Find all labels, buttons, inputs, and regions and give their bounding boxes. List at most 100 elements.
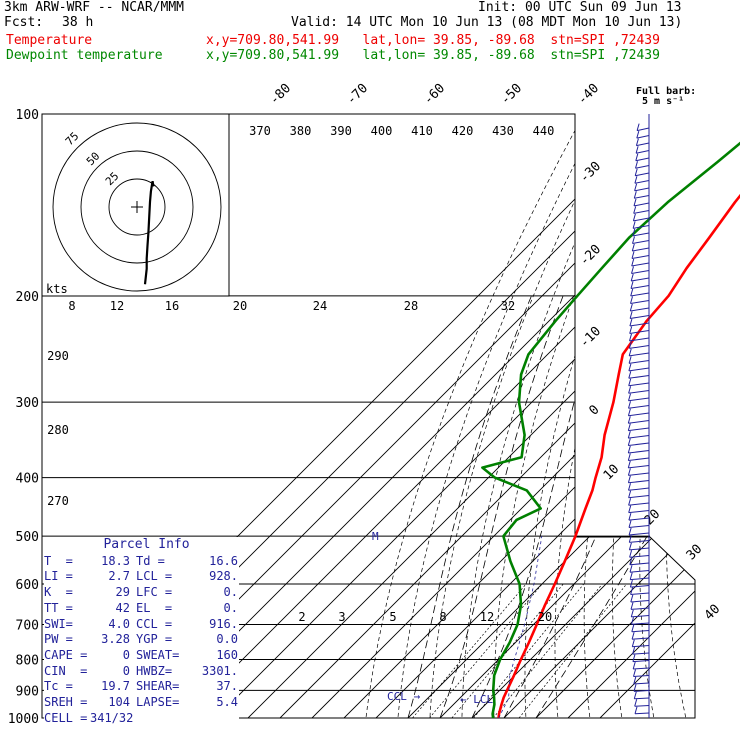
wind-barb-flag xyxy=(627,475,631,483)
parcel-info-cell: PW = xyxy=(44,632,73,647)
wind-barb-flag xyxy=(630,273,634,282)
wind-barb-flag xyxy=(630,587,634,595)
wind-barb xyxy=(628,412,650,417)
profile-annotation: ← LCL xyxy=(460,693,493,706)
barb-label-2: 5 m s⁻¹ xyxy=(642,96,684,107)
barb-label-1: Full barb: xyxy=(636,86,696,97)
wind-barb-flag xyxy=(634,183,638,191)
wind-barb-flag xyxy=(630,296,633,304)
wind-barb xyxy=(628,457,650,461)
wind-barb-flag xyxy=(627,416,631,424)
parcel-info-cell xyxy=(130,711,198,727)
pressure-tick-label: 500 xyxy=(16,530,39,545)
isotherm xyxy=(311,114,695,718)
dry-adiabat xyxy=(717,114,740,731)
parcel-info-cell: SWEAT= xyxy=(136,647,180,662)
wind-barb xyxy=(630,592,650,595)
parcel-info-cell: HWBZ= xyxy=(136,663,173,678)
wind-barb xyxy=(628,367,650,372)
wind-barb-flag xyxy=(636,123,640,131)
mixing-ratio-label: 8 xyxy=(439,610,446,624)
wind-barb-flag xyxy=(632,661,636,670)
wind-barb-flag xyxy=(630,609,634,618)
wind-barb-flag xyxy=(628,498,632,506)
wind-barb xyxy=(628,472,650,476)
wind-barb xyxy=(628,450,650,454)
isotherm-label: -80 xyxy=(267,81,294,108)
theta-label: 390 xyxy=(330,124,352,138)
hodograph-ring xyxy=(52,122,222,292)
wind-barb xyxy=(633,675,650,677)
parcel-info-row: SREH = 104 LAPSE= 5.4 xyxy=(44,695,239,711)
wind-barb xyxy=(630,315,650,319)
lower-theta-label: 270 xyxy=(47,494,69,508)
isotherm-label: -30 xyxy=(577,159,604,186)
wind-barb xyxy=(633,667,650,670)
wind-barb xyxy=(629,337,650,342)
parcel-info-cell: 341/32 xyxy=(90,710,134,725)
wind-barb xyxy=(628,495,650,499)
wind-barb-flag xyxy=(635,138,639,146)
wind-barb xyxy=(634,697,650,700)
wind-barb-flag xyxy=(633,669,636,677)
parcel-info-cell: LI = xyxy=(44,569,73,584)
parcel-info-cell: 5.4 xyxy=(216,695,238,710)
hodograph-ring xyxy=(108,178,166,236)
theta-label: 380 xyxy=(290,124,312,138)
wind-barb-flag xyxy=(629,326,633,334)
pressure-tick-label: 600 xyxy=(16,578,39,593)
wind-barb xyxy=(634,195,650,199)
wind-barb-flag xyxy=(628,535,632,543)
parcel-info-cell: 0 xyxy=(122,647,130,662)
parcel-info-cell: Td = xyxy=(136,553,165,568)
wind-barb-flag xyxy=(629,579,633,588)
wind-barb-flag xyxy=(632,213,636,222)
wind-barb xyxy=(629,555,650,558)
dry-adiabat xyxy=(583,114,695,718)
isotherm-label: -70 xyxy=(344,81,371,108)
parcel-info-cell: CAPE = xyxy=(44,647,88,662)
wind-barb xyxy=(633,690,650,692)
dry-adiabat xyxy=(665,114,695,718)
parcel-info-row: CAPE = 0 SWEAT= 160 xyxy=(44,648,239,664)
wind-barb-flag xyxy=(632,221,636,229)
kts-label: kts xyxy=(46,282,68,296)
parcel-info-cell: 3301. xyxy=(201,663,238,678)
wind-barb xyxy=(629,345,650,349)
parcel-info-cell: YGP = xyxy=(136,632,173,647)
wind-barb-flag xyxy=(633,684,637,692)
parcel-info-cell: LFC = xyxy=(136,585,173,600)
parcel-info-cell: K = xyxy=(44,585,73,600)
isotherm xyxy=(535,114,695,718)
wind-barb xyxy=(629,360,650,364)
wind-barb xyxy=(630,292,650,297)
wind-barb xyxy=(628,375,650,379)
wind-barb-flag xyxy=(634,168,638,176)
parcel-info-cell: 42 xyxy=(115,600,130,615)
wind-barb xyxy=(633,217,650,222)
parcel-info-cell: TT = xyxy=(44,600,73,615)
wind-barb xyxy=(634,180,650,184)
wind-barb-flag xyxy=(627,408,631,416)
wind-barb xyxy=(631,615,650,618)
wind-barb-flag xyxy=(628,527,632,536)
wind-barb-flag xyxy=(631,258,635,267)
isotherm xyxy=(247,114,695,718)
legend-temperature: Temperature xyxy=(6,33,93,48)
wind-barb-flag xyxy=(629,303,633,312)
wind-barb-flag xyxy=(635,146,639,154)
isotherm xyxy=(343,114,695,718)
wind-barb-flag xyxy=(632,236,635,244)
isotherm xyxy=(375,114,695,718)
wind-barb-flag xyxy=(634,176,638,184)
init-time: Init: 00 UTC Sun 09 Jun 13 xyxy=(478,0,682,15)
parcel-info-cell: 0. xyxy=(223,600,238,615)
pressure-tick-label: 400 xyxy=(16,472,39,487)
isotherm xyxy=(183,114,695,718)
moist-adiabat xyxy=(535,295,695,718)
parcel-info-cell: 4.0 xyxy=(108,616,130,631)
wind-barb xyxy=(632,660,650,663)
wind-barb-flag xyxy=(629,318,633,327)
wind-barb xyxy=(628,510,650,514)
parcel-info-row: T = 18.3 Td = 16.6 xyxy=(44,554,239,570)
